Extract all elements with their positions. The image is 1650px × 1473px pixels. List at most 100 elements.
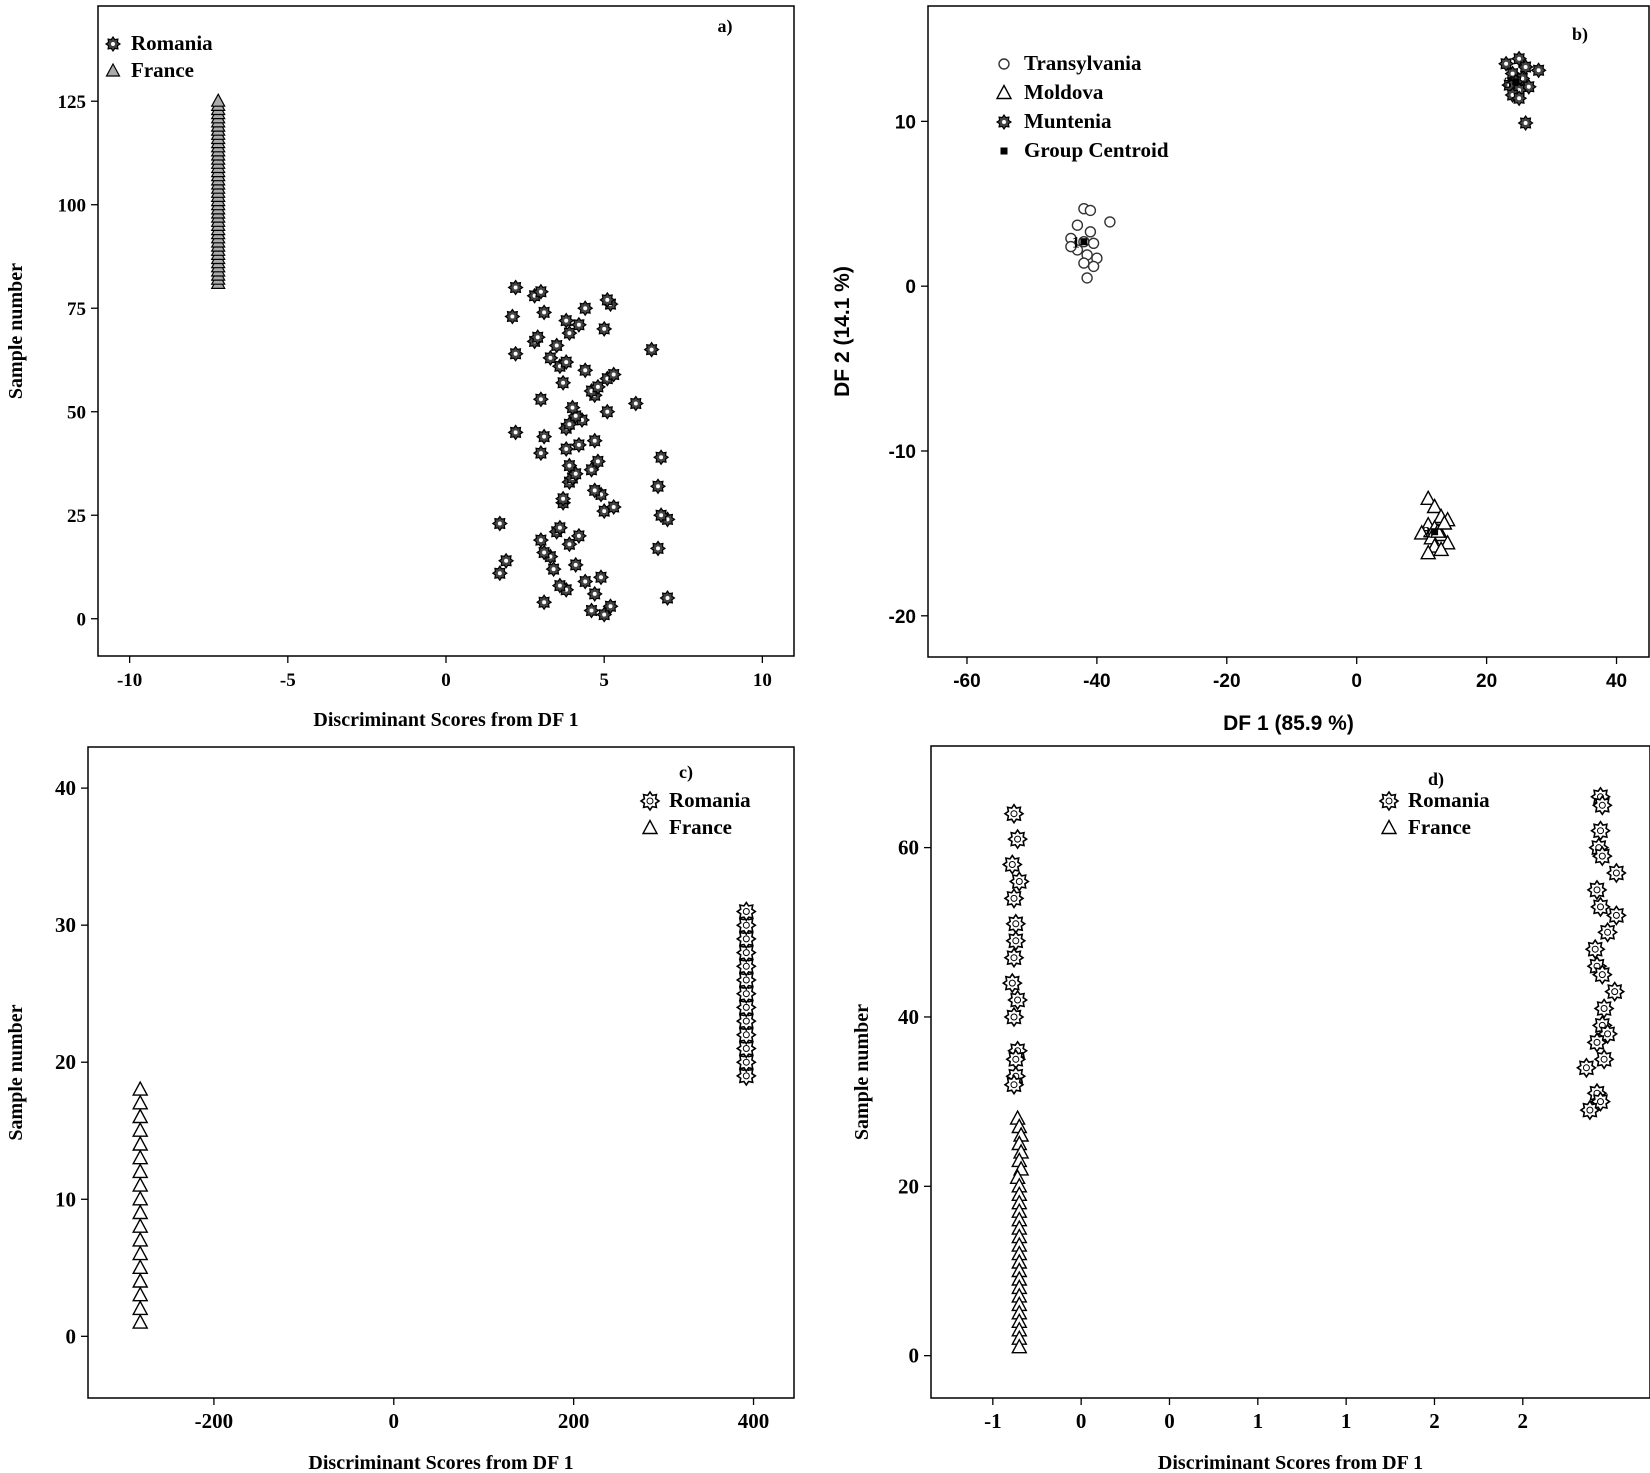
data-point	[1087, 260, 1100, 273]
data-point	[599, 404, 615, 420]
data-point	[736, 901, 757, 922]
data-point	[1517, 59, 1534, 75]
data-point	[653, 449, 669, 465]
legend-label: Romania	[1408, 788, 1490, 812]
data-point	[558, 354, 574, 370]
data-point	[1512, 78, 1520, 86]
data-point	[536, 544, 552, 561]
legend-label: France	[669, 815, 732, 839]
data-point	[1594, 1049, 1614, 1070]
x-tick-label: -60	[953, 671, 980, 692]
x-tick-label: 0	[389, 1409, 400, 1433]
centroid-label: 2	[1423, 525, 1431, 542]
data-point	[1592, 964, 1613, 985]
series-moldova	[1413, 490, 1456, 560]
data-point	[132, 1136, 148, 1151]
data-point	[1592, 795, 1613, 816]
x-tick-label: 1	[1341, 1409, 1352, 1433]
data-point	[1587, 1032, 1607, 1053]
y-axis-label: Sample number	[5, 1004, 27, 1140]
legend: Transylvania Moldova Muntenia Group Centroi…	[996, 51, 1169, 162]
y-tick-label: 25	[67, 506, 86, 527]
data-point	[533, 532, 549, 548]
y-tick-label: 0	[909, 1344, 920, 1368]
panel-label: a)	[718, 16, 733, 37]
y-tick-label: 60	[898, 836, 919, 860]
y-tick-label: 10	[55, 1187, 76, 1211]
data-point	[1004, 888, 1024, 909]
x-tick-label: 2	[1429, 1409, 1440, 1433]
data-point	[536, 429, 552, 445]
data-point	[643, 342, 660, 358]
data-point	[1007, 829, 1028, 849]
y-tick-label: 0	[66, 1324, 77, 1348]
data-point	[132, 1218, 148, 1233]
data-point	[211, 93, 226, 107]
data-point	[536, 594, 552, 610]
data-point	[558, 313, 574, 329]
data-point	[1587, 880, 1607, 900]
data-point	[132, 1273, 148, 1288]
x-axis-label: Discriminant Scores from DF 1	[313, 709, 578, 731]
legend-label: France	[131, 58, 194, 82]
legend-label: Muntenia	[1024, 109, 1112, 133]
legend: Romania France	[1379, 788, 1490, 839]
data-point	[549, 337, 565, 354]
data-point	[653, 507, 669, 523]
y-axis: 0 25 50 75 100 125	[58, 92, 98, 631]
legend: Romania France	[105, 31, 213, 82]
data-point	[1087, 237, 1100, 250]
data-point	[1431, 528, 1439, 536]
panel-label: c)	[679, 762, 693, 783]
legend-marker	[640, 791, 660, 811]
plot-frame	[97, 5, 795, 657]
series-romania	[1002, 786, 1627, 1120]
y-tick-label: 40	[55, 776, 76, 800]
legend-marker	[1379, 791, 1399, 811]
series-france	[132, 1081, 148, 1329]
data-point	[536, 304, 552, 320]
data-point	[587, 433, 603, 449]
data-point	[132, 1122, 148, 1137]
data-point	[650, 478, 666, 494]
x-tick-label: -200	[195, 1409, 234, 1433]
data-point	[507, 424, 524, 440]
data-point	[555, 375, 571, 391]
data-point	[577, 300, 593, 316]
x-axis-label: DF 1 (85.9 %)	[1223, 712, 1354, 735]
y-axis: -20 -10 0 10	[889, 112, 928, 628]
data-point	[1002, 973, 1023, 993]
series-romania	[492, 279, 676, 623]
data-point	[1606, 863, 1627, 883]
data-point	[1604, 981, 1625, 1002]
data-point	[132, 1232, 148, 1247]
legend-label: Romania	[669, 788, 751, 812]
data-point	[492, 565, 508, 581]
x-axis: -1 0 0 1 1 2 2	[984, 1398, 1528, 1433]
data-point	[545, 561, 562, 577]
plot-frame	[927, 5, 1650, 658]
legend-label: Moldova	[1024, 80, 1104, 104]
data-point	[492, 515, 508, 532]
legend-marker	[996, 84, 1012, 100]
data-point	[1606, 905, 1627, 926]
data-point	[132, 1314, 148, 1329]
data-point	[1580, 1100, 1600, 1120]
data-point	[1071, 219, 1084, 231]
data-point	[1585, 939, 1605, 960]
data-point	[132, 1108, 148, 1124]
data-point	[1594, 998, 1614, 1019]
legend-label: Group Centroid	[1024, 138, 1169, 162]
data-point	[132, 1245, 148, 1261]
y-axis: 0 20 40 60	[898, 836, 931, 1368]
data-point	[132, 1095, 148, 1110]
data-point	[1004, 1007, 1024, 1027]
chart-panel-b: -60 -40 -20 0 20 40 -20 -10 0 10 DF 1 (85.9 %) DF 2…	[831, 5, 1650, 735]
y-tick-label: 0	[905, 277, 916, 298]
data-point	[132, 1300, 148, 1316]
data-point	[132, 1286, 148, 1302]
y-axis-label: Sample number	[5, 263, 27, 399]
data-point	[602, 598, 619, 614]
x-tick-label: -40	[1083, 671, 1110, 692]
